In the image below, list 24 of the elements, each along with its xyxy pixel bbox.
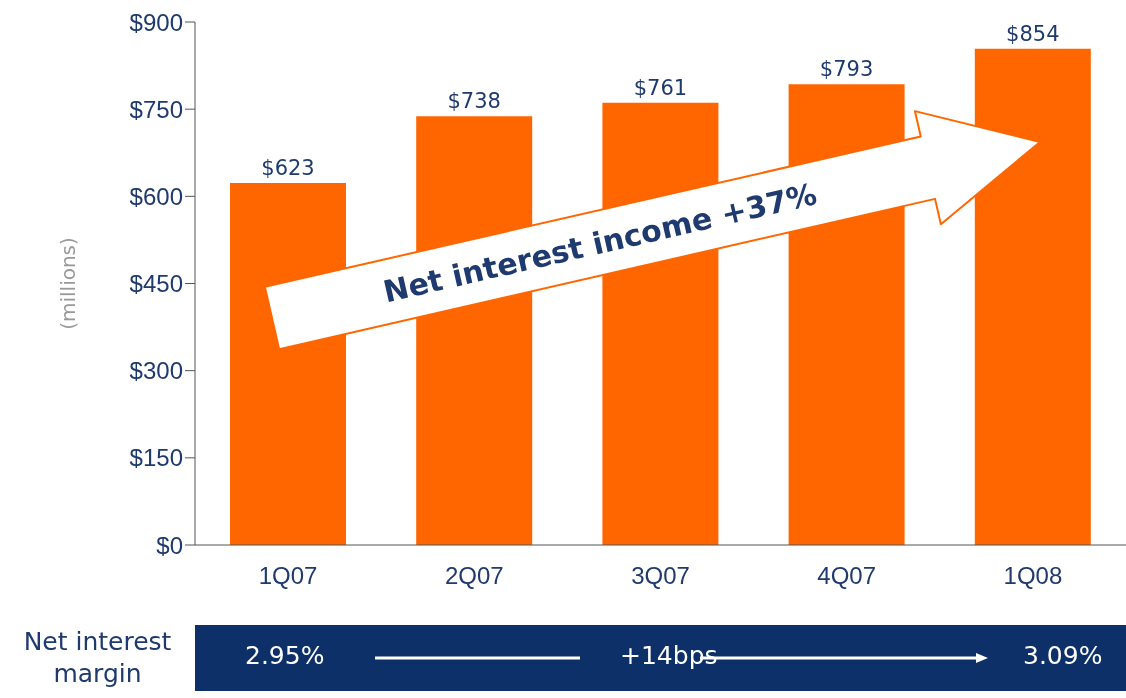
data-label: $761 (633, 75, 688, 100)
bar (974, 48, 1091, 545)
data-label: $738 (447, 89, 501, 114)
x-tick-label: 3Q07 (631, 562, 690, 590)
x-tick-label: 1Q07 (258, 562, 318, 590)
y-tick-label: $450 (129, 270, 183, 298)
x-tick-label: 2Q07 (444, 562, 504, 590)
y-axis-title: (millions) (56, 237, 81, 330)
y-tick-label: $300 (129, 357, 183, 385)
data-label: $623 (261, 155, 315, 180)
y-tick-label: $900 (129, 8, 183, 36)
annotation: Net interest income +37% (379, 176, 820, 310)
x-tick-label: 4Q07 (817, 562, 877, 590)
y-tick-label: $0 (156, 531, 183, 559)
text: +14bps (620, 641, 718, 670)
y-tick-label: $600 (129, 182, 183, 210)
y-tick-label: $150 (129, 444, 183, 472)
text: 3.09% (1023, 641, 1103, 670)
text: 2.95% (245, 641, 325, 670)
data-label: $793 (819, 57, 874, 82)
x-tick-label: 1Q08 (1003, 562, 1063, 590)
data-label: $854 (1006, 21, 1060, 46)
y-tick-label: $750 (129, 95, 183, 123)
text: Net interest margin (22, 626, 173, 690)
